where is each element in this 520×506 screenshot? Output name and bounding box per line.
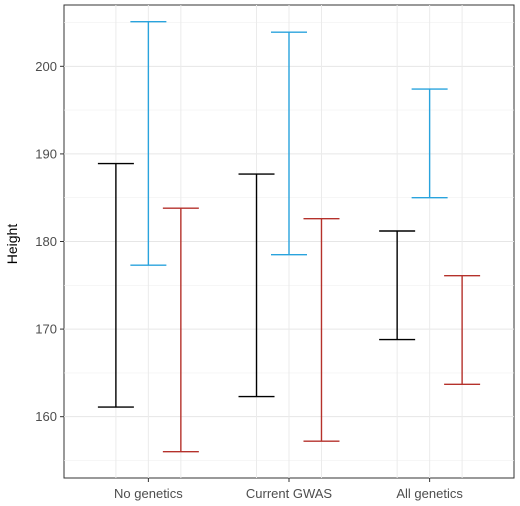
x-tick-label: Current GWAS: [246, 486, 333, 501]
x-tick-label: All genetics: [396, 486, 463, 501]
error-bar: [303, 218, 340, 442]
error-bar: [238, 173, 275, 398]
error-bars: [97, 20, 481, 453]
x-tick-label: No genetics: [114, 486, 183, 501]
error-bar: [411, 88, 448, 199]
y-tick-label: 200: [35, 59, 57, 74]
y-tick-label: 180: [35, 234, 57, 249]
error-bar: [271, 31, 307, 256]
y-tick-label: 170: [35, 322, 57, 337]
y-tick-label: 190: [35, 146, 57, 161]
y-tick-label: 160: [35, 409, 57, 424]
error-bar: [97, 162, 134, 408]
error-bar: [130, 20, 167, 266]
y-axis-title: Height: [4, 224, 20, 265]
x-axis: No genetics Current GWAS All genetics: [114, 478, 463, 501]
y-axis: 160 170 180 190 200: [35, 59, 64, 424]
error-bar: [379, 230, 416, 341]
error-bar: [162, 207, 199, 453]
error-bar: [444, 274, 481, 385]
